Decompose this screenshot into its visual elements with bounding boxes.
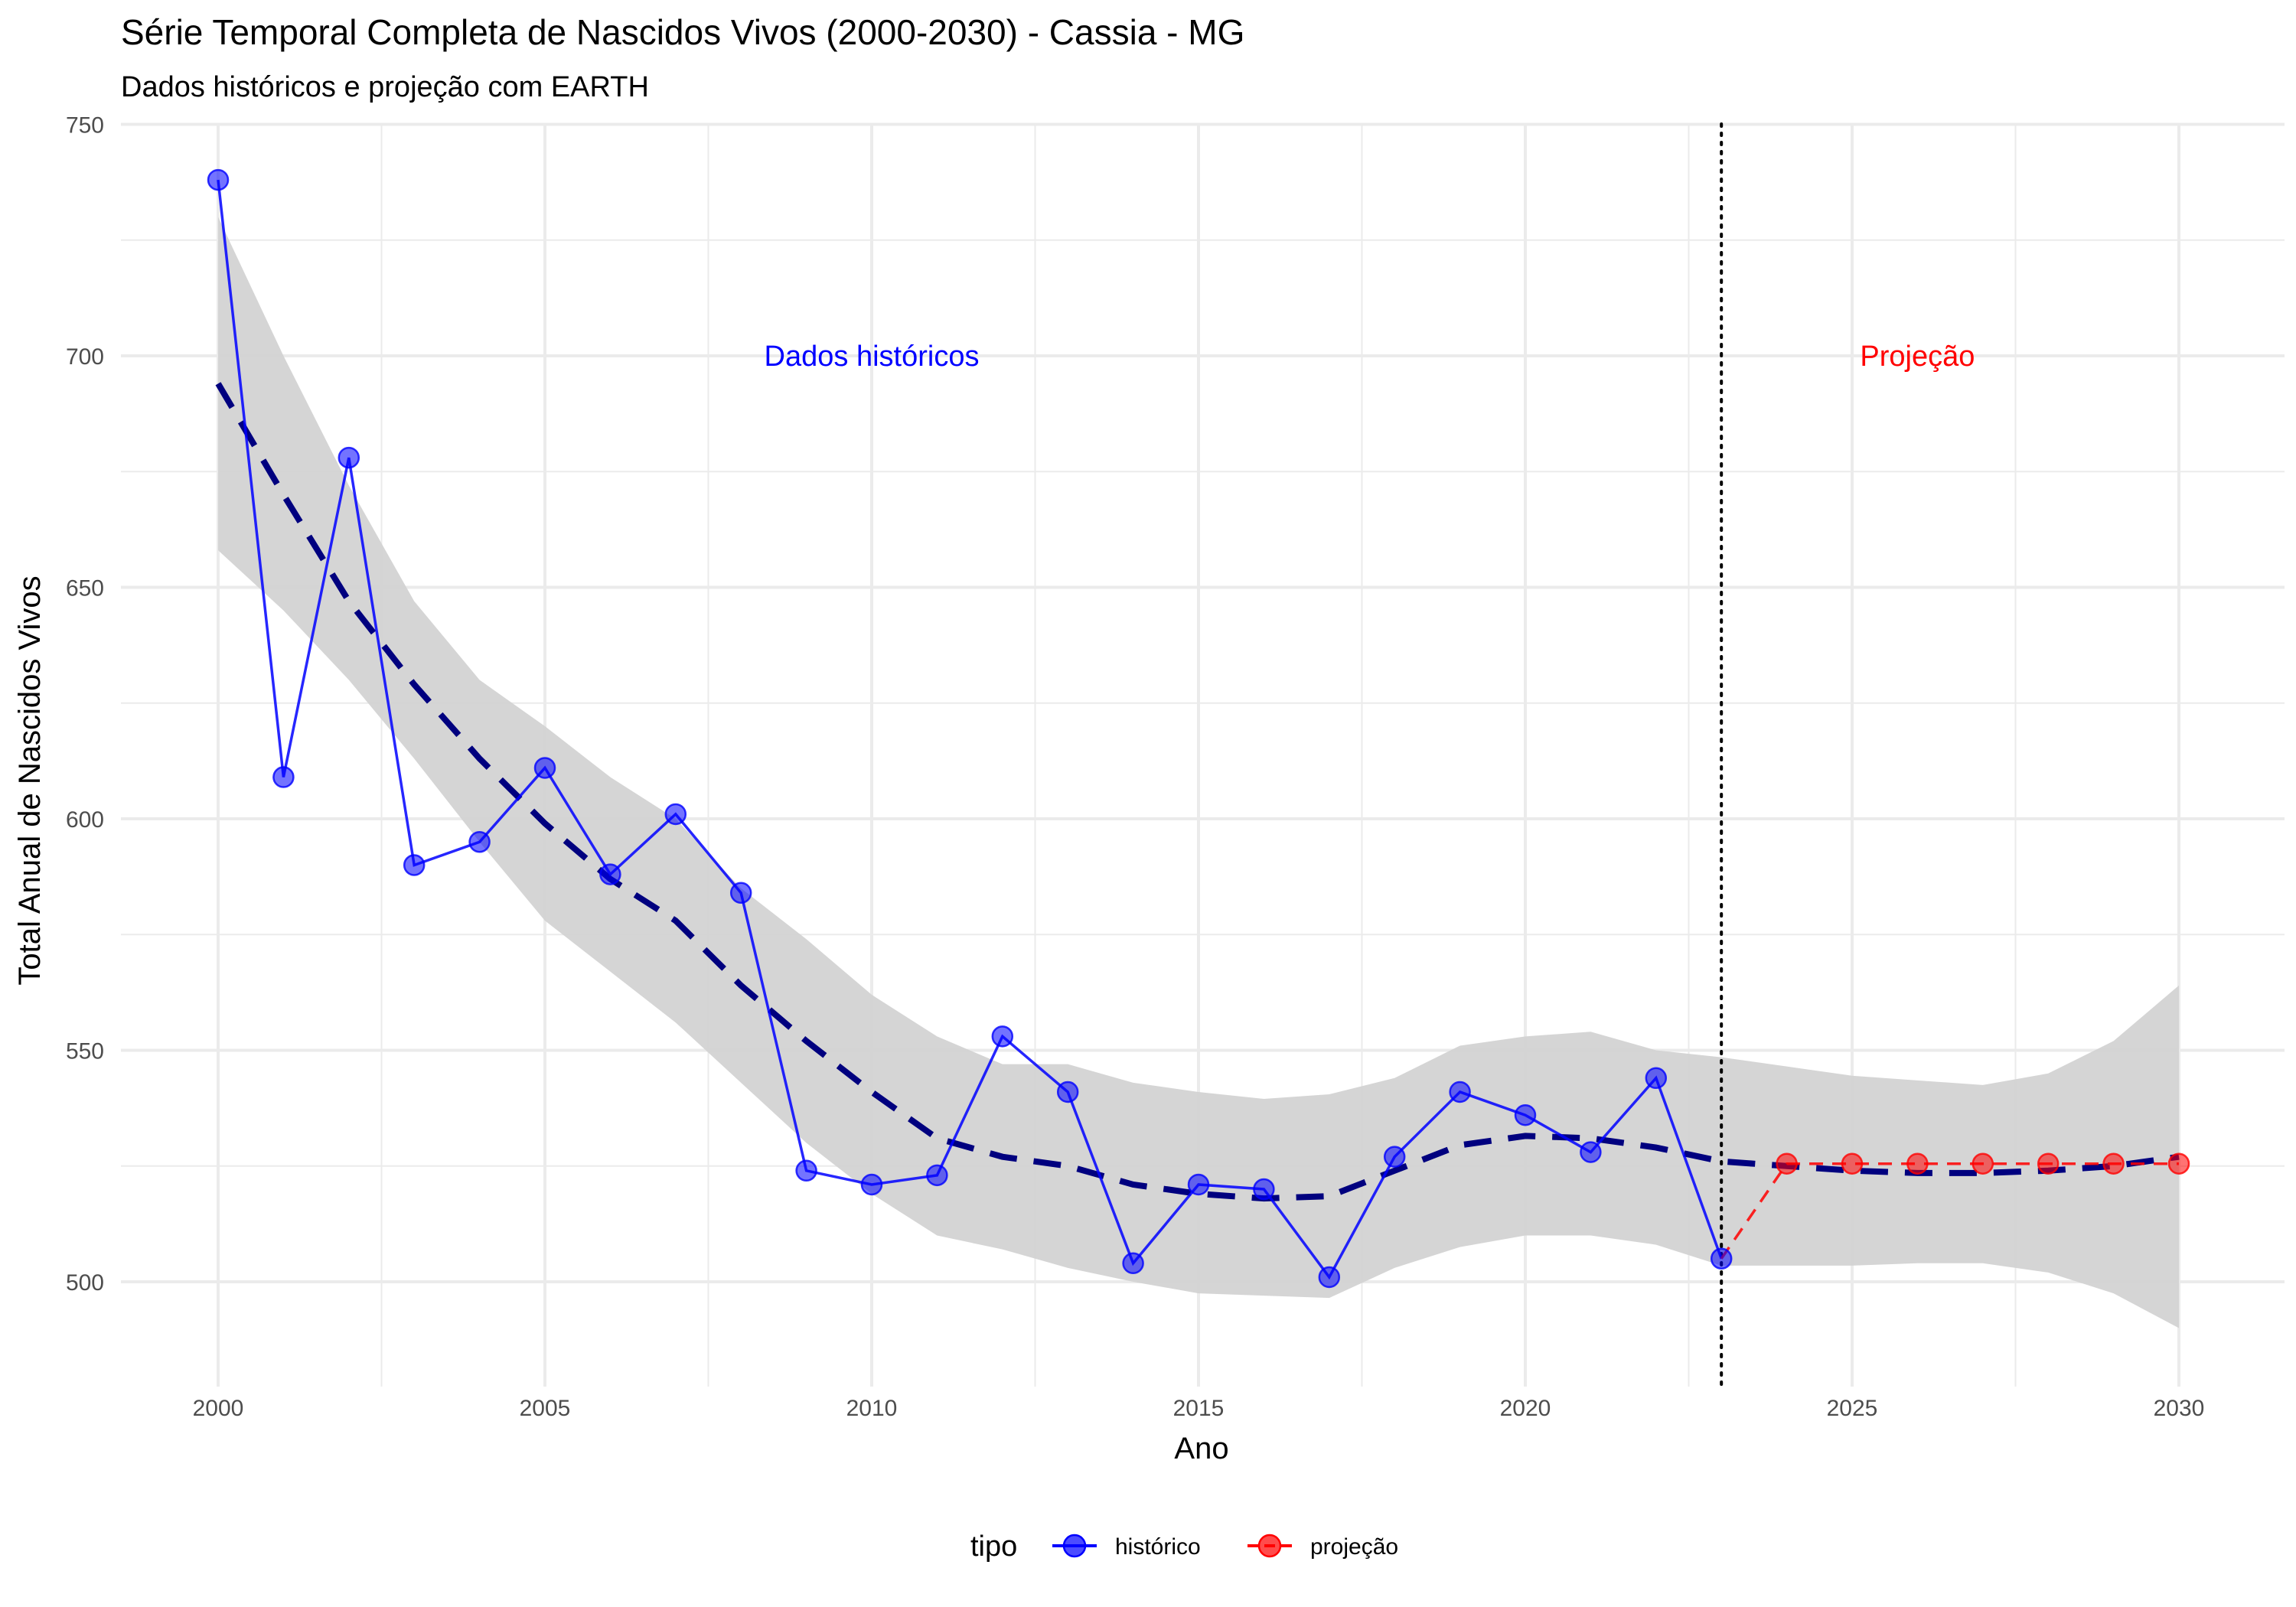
historical-point: [207, 168, 230, 191]
historical-point: [1710, 1247, 1733, 1270]
historical-point: [533, 757, 556, 779]
trend-layer: [215, 382, 2180, 1202]
points-layer: [207, 168, 2190, 1289]
projection-point: [1776, 1152, 1798, 1175]
historical-point: [1514, 1103, 1537, 1126]
projection-point: [1971, 1152, 1994, 1175]
legend-key-point: [1062, 1534, 1087, 1558]
historical-point: [403, 854, 426, 876]
historical-point: [1253, 1178, 1275, 1201]
x-tick-label: 2020: [1500, 1396, 1551, 1421]
historical-point: [860, 1173, 883, 1196]
x-tick-label: 2030: [2154, 1396, 2205, 1421]
historical-point: [1449, 1081, 1471, 1103]
historical-point: [1187, 1173, 1210, 1196]
historical-point: [1056, 1081, 1079, 1103]
ticks-layer: 500 550 600 650 700 750 2000 2005 2010 2015 2020 20…: [66, 113, 2204, 1422]
x-tick-label: 2025: [1827, 1396, 1878, 1421]
trend-line: [215, 382, 2180, 1202]
chart-subtitle: Dados históricos e projeção com EARTH: [121, 71, 649, 103]
historical-point: [1383, 1146, 1406, 1168]
y-tick-label: 500: [66, 1270, 104, 1296]
x-tick-label: 2015: [1173, 1396, 1225, 1421]
historical-point: [991, 1025, 1014, 1048]
legend-entry-label: histórico: [1115, 1534, 1201, 1560]
projection-point: [2037, 1152, 2060, 1175]
x-tick-label: 2005: [520, 1396, 571, 1421]
historical-point: [599, 863, 621, 885]
x-axis-title: Ano: [1174, 1432, 1228, 1465]
historical-point: [468, 831, 491, 853]
y-tick-label: 550: [66, 1039, 104, 1064]
annotation-layer: Dados históricos Projeção: [765, 341, 1975, 373]
historical-point: [926, 1164, 948, 1187]
historical-point: [1122, 1252, 1144, 1275]
historical-point: [272, 766, 295, 788]
series-line-historico: [217, 179, 1723, 1280]
legend: tipo histórico projeção: [970, 1530, 1398, 1563]
historical-point: [1645, 1067, 1668, 1090]
projection-point: [2167, 1152, 2190, 1175]
legend-key-point: [1257, 1534, 1282, 1558]
historical-point: [1318, 1266, 1341, 1289]
confidence-band: [218, 217, 2179, 1328]
projection-point: [2102, 1152, 2125, 1175]
legend-entry-label: projeção: [1310, 1534, 1398, 1560]
historical-point: [1580, 1141, 1602, 1163]
y-tick-label: 700: [66, 344, 104, 370]
annotation-projection: Projeção: [1860, 341, 1975, 373]
legend-title: tipo: [970, 1530, 1017, 1563]
historical-point: [664, 803, 687, 826]
y-tick-label: 750: [66, 113, 104, 139]
y-tick-label: 600: [66, 807, 104, 833]
projection-point: [1841, 1152, 1864, 1175]
chart-title: Série Temporal Completa de Nascidos Vivo…: [121, 12, 1244, 52]
x-tick-label: 2000: [193, 1396, 244, 1421]
historical-point: [795, 1159, 817, 1182]
historical-point: [338, 446, 360, 469]
confidence-band-layer: [218, 217, 2179, 1328]
y-tick-label: 650: [66, 576, 104, 601]
annotation-historical: Dados históricos: [765, 341, 980, 373]
historical-point: [729, 882, 752, 905]
y-axis-title: Total Anual de Nascidos Vivos: [13, 575, 47, 985]
x-tick-label: 2010: [846, 1396, 898, 1421]
projection-point: [1906, 1152, 1929, 1175]
